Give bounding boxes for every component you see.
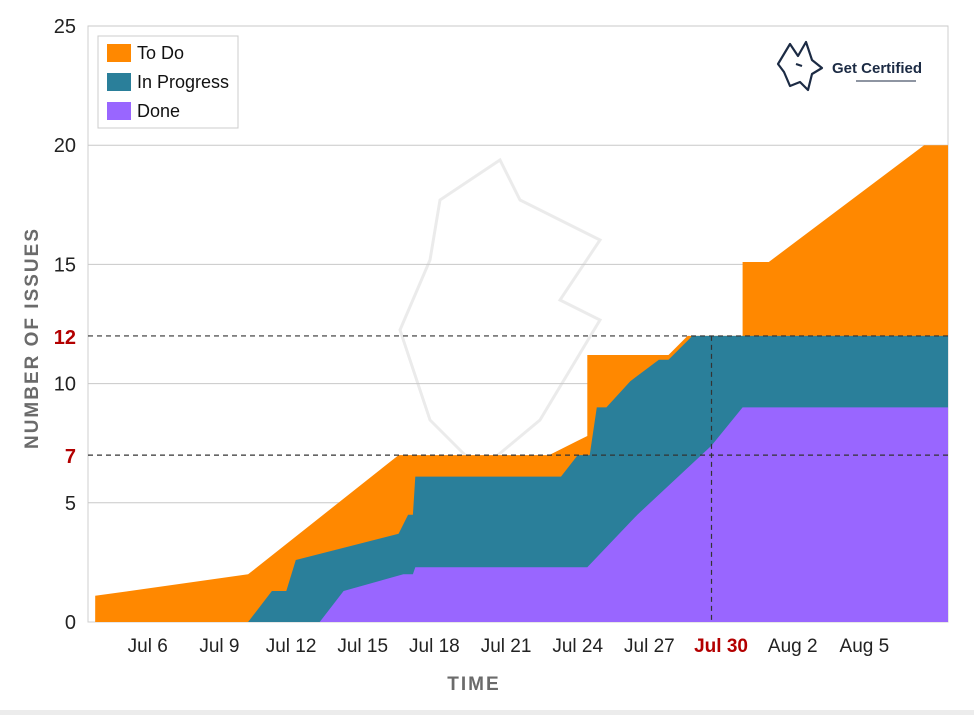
brand-text: Get Certified (832, 60, 922, 77)
area-done (95, 407, 948, 622)
y-axis-title: NUMBER OF ISSUES (22, 227, 43, 449)
reference-label: 7 (65, 446, 76, 468)
legend-swatch-in-progress (107, 73, 131, 91)
y-tick-label: 0 (65, 612, 76, 634)
x-tick-label: Jul 12 (266, 636, 317, 657)
x-tick-label: Aug 5 (840, 636, 890, 657)
legend: To Do In Progress Done (97, 35, 239, 129)
legend-swatch-todo (107, 44, 131, 62)
legend-label-todo: To Do (137, 43, 184, 63)
reference-label: 12 (54, 327, 76, 349)
x-tick-label: Jul 21 (481, 636, 532, 657)
legend-label-in-progress: In Progress (137, 72, 229, 92)
wolf-logo-icon (776, 40, 824, 92)
x-tick-labels: Jul 6 Jul 9 Jul 12 Jul 15 Jul 18 Jul 21 Jul 24… (128, 636, 890, 657)
watermark-wolf-icon (398, 157, 603, 473)
y-tick-label: 25 (54, 16, 76, 38)
y-tick-label: 20 (54, 135, 76, 157)
x-tick-label: Jul 15 (337, 636, 388, 657)
y-tick-label: 10 (54, 374, 76, 396)
reference-lines: 12 7 (54, 327, 948, 622)
y-tick-label: 5 (65, 493, 76, 515)
series-areas (95, 145, 948, 622)
x-tick-label: Jul 24 (552, 636, 603, 657)
x-tick-label: Jul 9 (199, 636, 239, 657)
x-tick-label: Jul 18 (409, 636, 460, 657)
legend-swatch-done (107, 102, 131, 120)
x-tick-label: Jul 27 (624, 636, 675, 657)
legend-label-done: Done (137, 101, 180, 121)
brand-logo: Get Certified (776, 40, 922, 92)
y-tick-label: 15 (54, 254, 76, 276)
x-tick-label: Jul 6 (128, 636, 168, 657)
x-tick-label: Jul 30 (694, 636, 748, 657)
x-tick-label: Aug 2 (768, 636, 818, 657)
x-axis-title: TIME (447, 674, 500, 695)
y-tick-labels: 0 5 10 15 20 25 (54, 16, 76, 634)
